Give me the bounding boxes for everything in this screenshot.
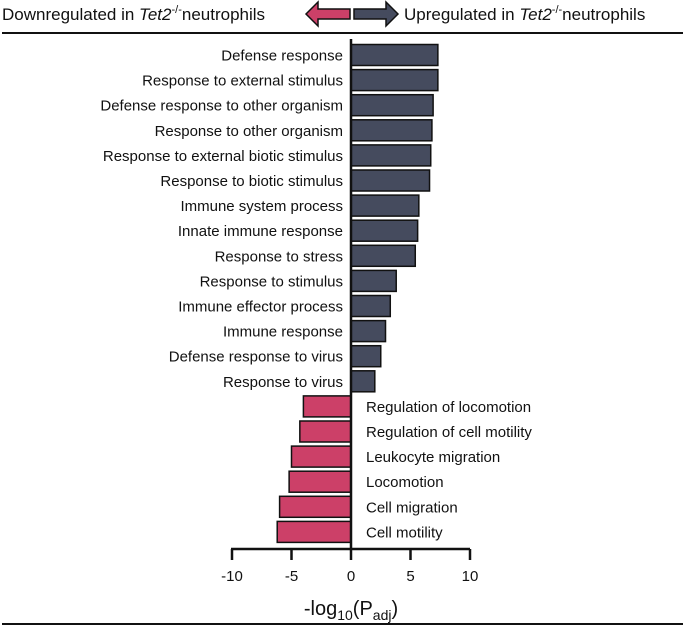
bar (350, 93, 434, 117)
bar (276, 520, 352, 544)
x-tick-label: 0 (347, 568, 355, 585)
bar (299, 420, 352, 443)
bar (302, 395, 352, 418)
category-label: Response to other organism (155, 123, 343, 140)
category-label: Defense response to other organism (100, 98, 343, 115)
category-label: Response to external biotic stimulus (103, 148, 343, 165)
bar (350, 319, 387, 343)
bar (350, 244, 417, 268)
category-label: Response to external stimulus (142, 73, 343, 90)
bar (290, 445, 352, 468)
category-label: Regulation of locomotion (366, 399, 531, 416)
bar (350, 219, 419, 242)
category-label: Immune effector process (178, 299, 343, 316)
bar (350, 370, 376, 393)
category-label: Immune system process (180, 198, 343, 215)
header-downregulated: Downregulated in Tet2-/-neutrophils (2, 4, 266, 24)
category-label: Immune response (223, 324, 343, 341)
category-label: Leukocyte migration (366, 449, 500, 466)
category-label: Cell migration (366, 499, 458, 516)
bar (350, 144, 432, 167)
category-label: Response to virus (223, 374, 343, 391)
category-label: Response to stimulus (200, 273, 343, 290)
category-label: Response to biotic stimulus (160, 173, 343, 190)
arrow-right-icon (353, 0, 400, 28)
bar (350, 43, 439, 67)
bar (350, 169, 431, 192)
bar (350, 344, 382, 368)
x-axis-label: -log10(Padj) (304, 598, 398, 623)
category-label: Locomotion (366, 474, 444, 491)
x-tick-label: 5 (406, 568, 414, 585)
bar (350, 119, 433, 142)
bar (350, 194, 420, 217)
bar (350, 68, 439, 92)
x-tick-label: 10 (462, 568, 479, 585)
category-label: Innate immune response (178, 223, 343, 240)
category-label: Defense response to virus (169, 349, 343, 366)
category-label: Cell motility (366, 524, 443, 541)
category-label: Regulation of cell motility (366, 424, 532, 441)
bar (278, 495, 352, 519)
arrow-left-icon (304, 0, 351, 28)
bar (350, 269, 397, 293)
bar (288, 470, 352, 493)
x-tick-label: -10 (221, 568, 243, 585)
category-label: Response to stress (215, 248, 343, 265)
header-upregulated: Upregulated in Tet2-/-neutrophils (404, 4, 646, 24)
x-tick-label: -5 (285, 568, 298, 585)
bar (350, 294, 392, 318)
category-label: Defense response (221, 48, 343, 65)
